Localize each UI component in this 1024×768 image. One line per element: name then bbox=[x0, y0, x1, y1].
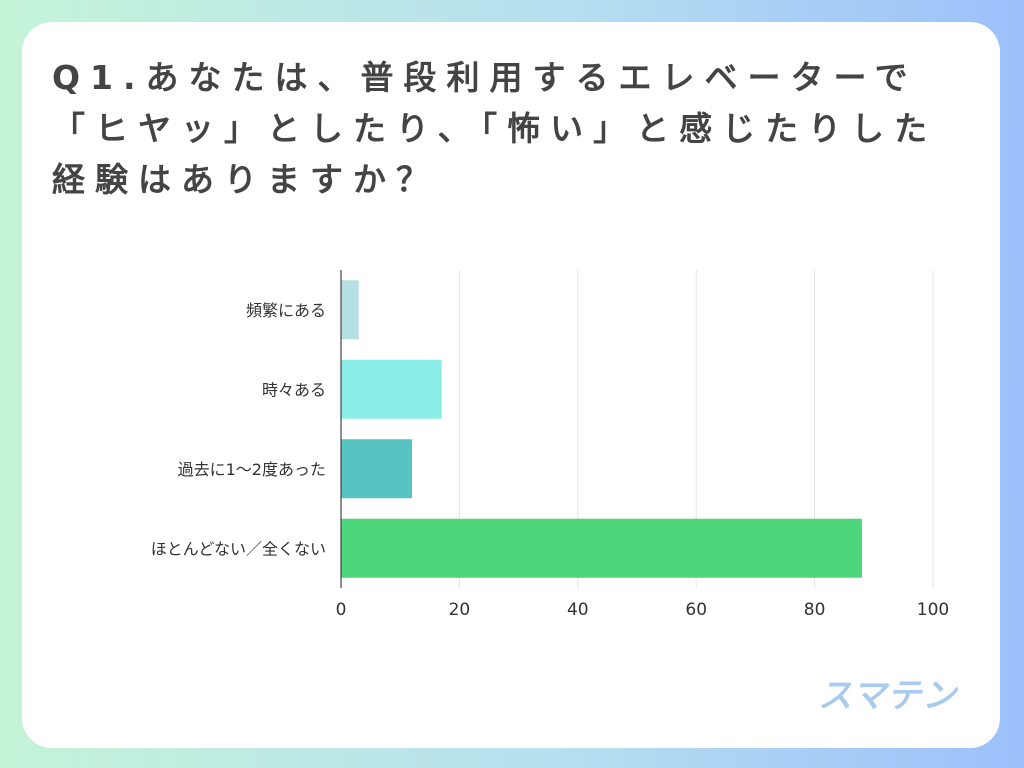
card bbox=[22, 22, 1000, 748]
title-line-3: 経験はありますか？ bbox=[52, 160, 439, 199]
category-label-2: 過去に1〜2度あった bbox=[178, 460, 326, 479]
tick-label-1: 20 bbox=[449, 600, 471, 620]
bar-0 bbox=[341, 280, 359, 340]
tick-label-4: 80 bbox=[804, 600, 826, 620]
category-label-0: 頻繁にある bbox=[246, 301, 326, 320]
category-label-3: ほとんどない／全くない bbox=[151, 539, 326, 558]
title-line-2: 「ヒヤッ」としたり、「怖い」と感じたりした bbox=[52, 109, 938, 148]
tick-label-5: 100 bbox=[917, 600, 949, 620]
tick-label-3: 60 bbox=[685, 600, 707, 620]
question-title: Q1.あなたは、普段利用するエレベーターで 「ヒヤッ」としたり、「怖い」と感じた… bbox=[52, 52, 962, 205]
bar-2 bbox=[341, 439, 413, 499]
brand-logo: スマテン bbox=[818, 676, 957, 716]
bar-1 bbox=[341, 359, 442, 419]
bar-3 bbox=[341, 518, 862, 578]
tick-label-0: 0 bbox=[336, 600, 347, 620]
category-label-1: 時々ある bbox=[262, 380, 326, 399]
tick-label-2: 40 bbox=[567, 600, 589, 620]
title-line-1: Q1.あなたは、普段利用するエレベーターで bbox=[52, 58, 918, 97]
